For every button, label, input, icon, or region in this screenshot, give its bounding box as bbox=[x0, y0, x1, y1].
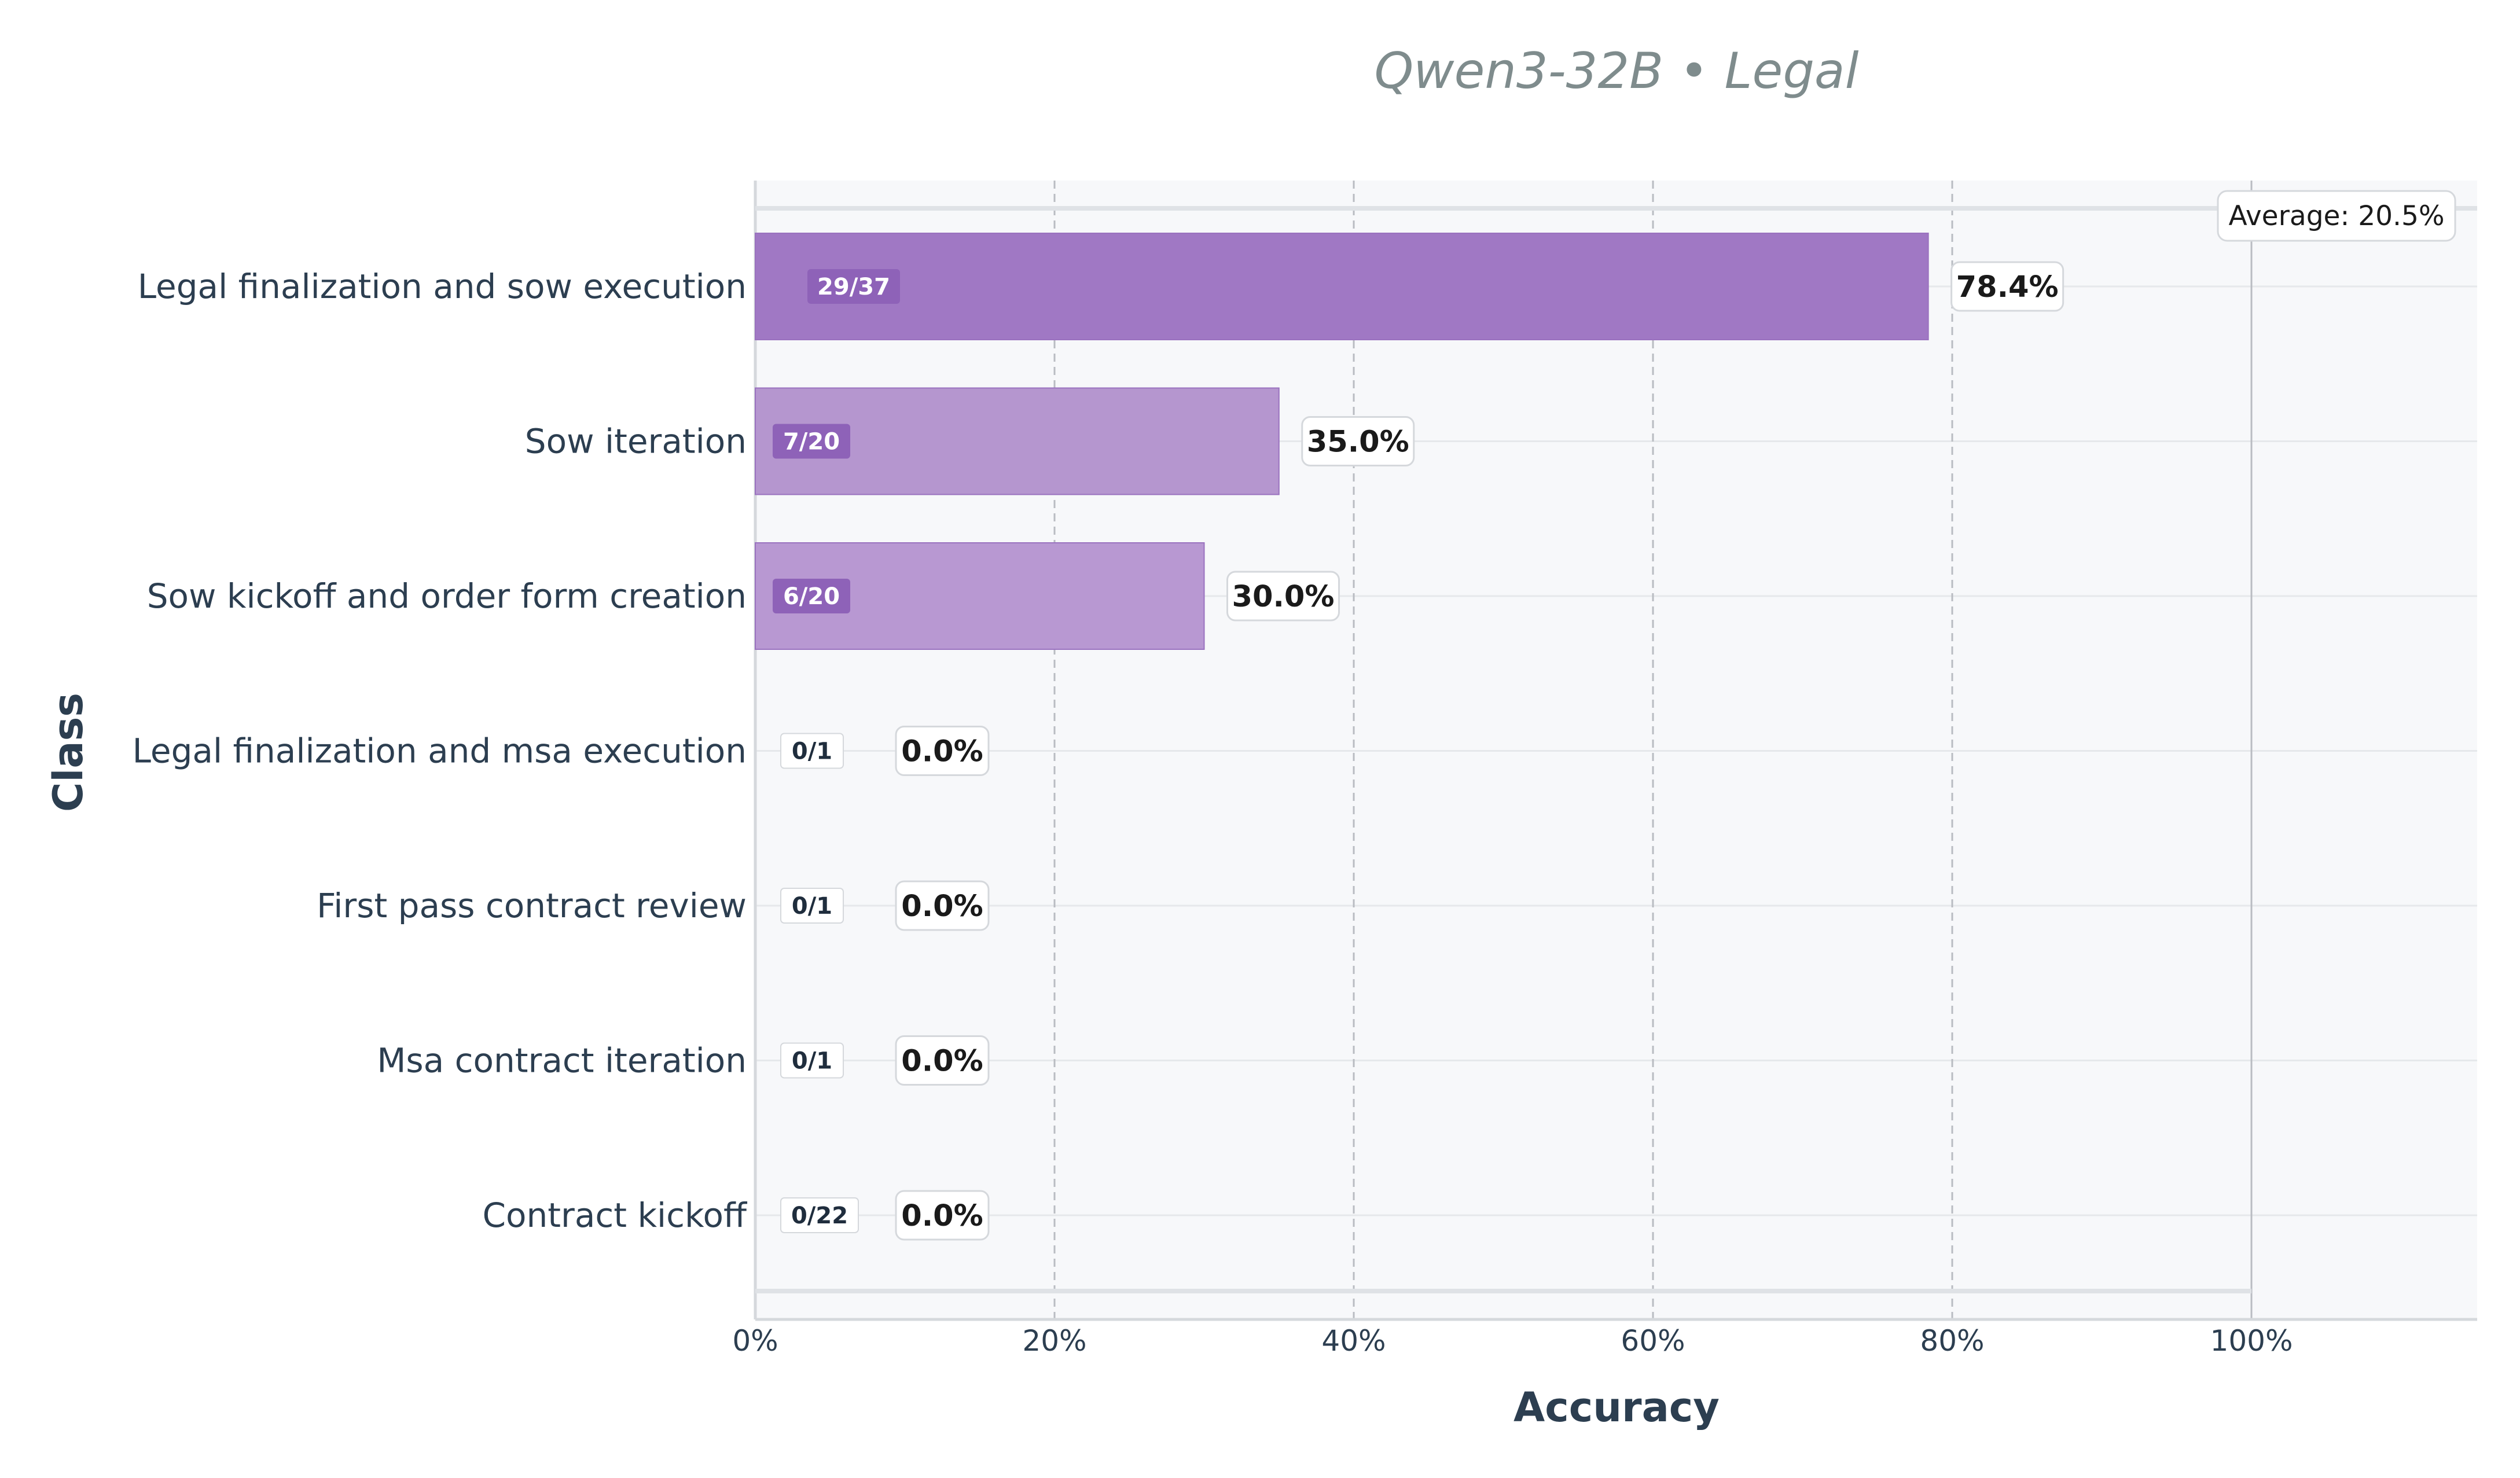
value-label: 0.0% bbox=[901, 735, 983, 769]
category-label: Legal finalization and sow execution bbox=[138, 267, 747, 306]
count-badge-text: 0/1 bbox=[792, 1048, 832, 1075]
bars-layer bbox=[755, 233, 1929, 650]
category-label: Msa contract iteration bbox=[377, 1041, 747, 1080]
count-badge-text: 0/1 bbox=[792, 893, 832, 920]
x-tick-label: 100% bbox=[2210, 1324, 2293, 1358]
vertical-gridlines bbox=[1053, 181, 2253, 1319]
bar bbox=[755, 233, 1929, 340]
count-badge bbox=[773, 579, 850, 613]
count-badge bbox=[780, 888, 844, 924]
x-tick-label: 60% bbox=[1621, 1324, 1685, 1358]
count-badge-text: 7/20 bbox=[783, 429, 840, 455]
x-tick-labels-layer: 0% 20% 40% 60% 80% 100% bbox=[732, 1324, 2293, 1358]
value-label-box bbox=[895, 1035, 990, 1086]
value-label: 35.0% bbox=[1307, 425, 1409, 459]
count-badge bbox=[780, 733, 844, 769]
value-label-box bbox=[1950, 261, 2065, 312]
value-label: 0.0% bbox=[901, 889, 983, 924]
value-label: 30.0% bbox=[1232, 580, 1335, 614]
average-label-box bbox=[2217, 190, 2456, 242]
count-badge-text: 29/37 bbox=[817, 274, 890, 300]
count-badge-text: 0/1 bbox=[792, 738, 832, 765]
category-labels-layer: Legal finalization and sow execution Sow … bbox=[133, 267, 748, 1235]
value-label: 78.4% bbox=[1956, 270, 2059, 304]
count-badge bbox=[773, 424, 850, 459]
category-label: Contract kickoff bbox=[483, 1196, 748, 1235]
value-labels-layer: 78.4% 35.0% 30.0% 0.0% 0.0% 0.0% 0.0% bbox=[895, 261, 2065, 1241]
category-label: Sow iteration bbox=[525, 422, 747, 461]
value-label-box bbox=[895, 880, 990, 931]
value-label: 0.0% bbox=[901, 1045, 983, 1079]
count-badges-layer: 29/37 7/20 6/20 0/1 0/1 0/1 0/22 bbox=[773, 269, 900, 1233]
count-badge bbox=[807, 269, 900, 304]
value-label-box bbox=[1226, 571, 1340, 622]
value-label: 0.0% bbox=[901, 1199, 983, 1233]
category-label: First pass contract review bbox=[317, 886, 747, 925]
count-badge-text: 0/22 bbox=[791, 1203, 848, 1229]
count-badge bbox=[780, 1197, 859, 1233]
value-label-box bbox=[1301, 416, 1415, 466]
x-tick-label: 40% bbox=[1321, 1324, 1386, 1358]
count-badge bbox=[780, 1042, 844, 1079]
value-label-box bbox=[895, 726, 990, 776]
x-axis-title: Accuracy bbox=[1514, 1384, 1720, 1431]
category-label: Sow kickoff and order form creation bbox=[147, 576, 747, 616]
x-tick-label: 80% bbox=[1920, 1324, 1984, 1358]
count-badge-text: 6/20 bbox=[783, 583, 840, 610]
x-tick-label: 20% bbox=[1022, 1324, 1086, 1358]
average-label: Average: 20.5% bbox=[2217, 190, 2456, 242]
value-label-box bbox=[895, 1190, 990, 1241]
y-axis-title: Class bbox=[45, 693, 92, 812]
x-tick-label: 0% bbox=[732, 1324, 778, 1358]
chart-title: Qwen3-32B • Legal bbox=[1374, 42, 1858, 100]
category-label: Legal finalization and msa execution bbox=[133, 731, 747, 771]
average-label-text: Average: 20.5% bbox=[2228, 200, 2444, 232]
